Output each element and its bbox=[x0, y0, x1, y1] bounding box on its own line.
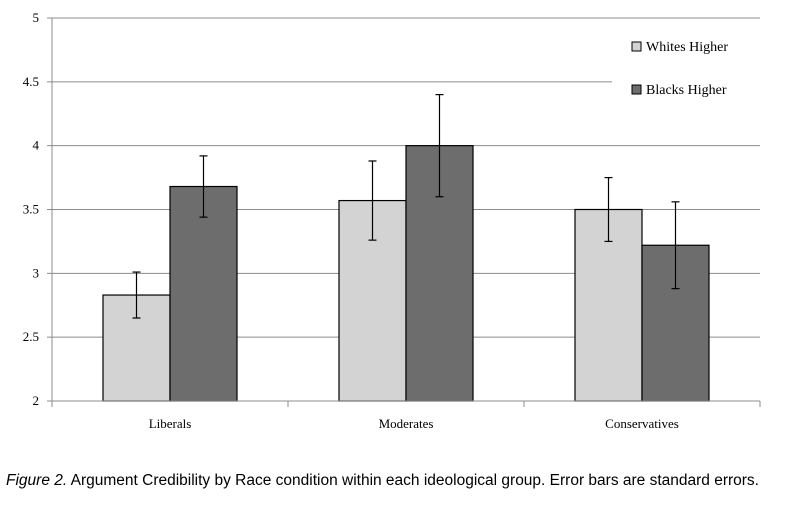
legend: Whites Higher Blacks Higher bbox=[612, 28, 762, 114]
axes: 2 2.5 3 3.5 4 4.5 5 Liberals Moderates Conservati… bbox=[23, 10, 761, 431]
figure-caption: Figure 2. Argument Credibility by Race c… bbox=[6, 470, 796, 491]
bar bbox=[169, 185, 238, 402]
legend-label: Blacks Higher bbox=[646, 83, 727, 98]
y-tick-label: 3.5 bbox=[23, 202, 39, 217]
x-tick-label: Moderates bbox=[379, 416, 434, 431]
x-tick-label: Liberals bbox=[149, 416, 192, 431]
legend-label: Whites Higher bbox=[646, 40, 728, 55]
figure-label: Figure 2. bbox=[6, 472, 68, 489]
y-tick-label: 4 bbox=[33, 138, 40, 153]
legend-swatch bbox=[631, 41, 642, 52]
y-tick-label: 2.5 bbox=[23, 329, 39, 344]
y-tick-label: 3 bbox=[33, 265, 40, 280]
bars bbox=[102, 145, 710, 402]
y-tick-label: 2 bbox=[33, 393, 40, 408]
caption-text: Argument Credibility by Race condition w… bbox=[67, 472, 759, 489]
legend-swatch bbox=[631, 84, 642, 95]
x-tick-label: Conservatives bbox=[605, 416, 679, 431]
bar-chart: 2 2.5 3 3.5 4 4.5 5 Liberals Moderates Conservati… bbox=[23, 10, 762, 431]
error-bars bbox=[132, 93, 680, 319]
y-tick-label: 5 bbox=[33, 10, 40, 25]
y-tick-label: 4.5 bbox=[23, 74, 39, 89]
